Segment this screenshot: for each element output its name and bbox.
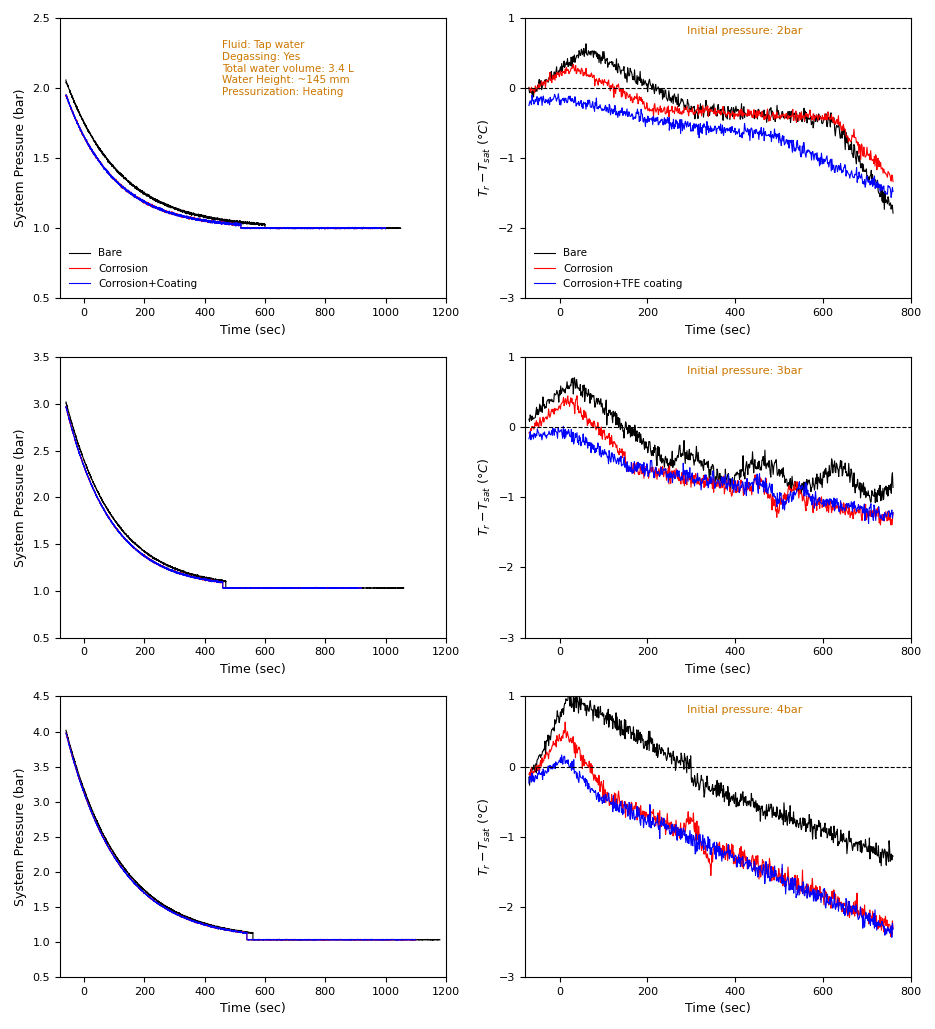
Corrosion+Coating xyxy=(131,191,142,204)
Line: Bare: Bare xyxy=(529,44,893,213)
Corrosion xyxy=(380,221,391,234)
Y-axis label: $T_r-T_{sat}\ (°C)$: $T_r-T_{sat}\ (°C)$ xyxy=(477,797,493,876)
X-axis label: Time (sec): Time (sec) xyxy=(220,1002,286,1016)
Legend: Bare, Corrosion, Corrosion+TFE coating: Bare, Corrosion, Corrosion+TFE coating xyxy=(530,244,686,293)
Bare xyxy=(264,222,275,235)
Y-axis label: System Pressure (bar): System Pressure (bar) xyxy=(14,768,27,906)
Text: Initial pressure: 3bar: Initial pressure: 3bar xyxy=(686,365,802,376)
Bare xyxy=(687,103,698,115)
Corrosion+TFE coating xyxy=(885,191,897,204)
Line: Corrosion: Corrosion xyxy=(66,95,385,229)
Bare xyxy=(152,194,164,207)
Legend: Bare, Corrosion, Corrosion+Coating: Bare, Corrosion, Corrosion+Coating xyxy=(65,244,202,293)
Corrosion+TFE coating xyxy=(887,185,899,198)
Corrosion+TFE coating xyxy=(689,117,700,130)
Corrosion xyxy=(76,126,87,138)
Text: Initial pressure: 4bar: Initial pressure: 4bar xyxy=(686,705,802,715)
Bare xyxy=(524,81,535,94)
Bare xyxy=(798,112,809,125)
Corrosion+TFE coating xyxy=(524,100,535,112)
Corrosion+TFE coating xyxy=(553,87,564,100)
Bare xyxy=(264,222,275,235)
X-axis label: Time (sec): Time (sec) xyxy=(684,1002,751,1016)
Y-axis label: System Pressure (bar): System Pressure (bar) xyxy=(14,88,27,227)
Corrosion+Coating xyxy=(66,106,78,118)
Corrosion xyxy=(588,69,599,81)
Corrosion+TFE coating xyxy=(589,105,600,117)
Text: Initial pressure: 2bar: Initial pressure: 2bar xyxy=(686,27,802,36)
Bare xyxy=(887,207,899,219)
Bare xyxy=(766,110,777,122)
Line: Bare: Bare xyxy=(66,80,401,228)
Y-axis label: $T_r-T_{sat}\ (°C)$: $T_r-T_{sat}\ (°C)$ xyxy=(477,119,493,198)
Bare xyxy=(737,113,748,126)
Corrosion+TFE coating xyxy=(765,126,776,138)
Corrosion xyxy=(686,106,698,118)
Corrosion+TFE coating xyxy=(797,140,808,152)
Corrosion xyxy=(66,105,78,117)
Corrosion+TFE coating xyxy=(618,105,629,117)
Corrosion xyxy=(524,81,535,94)
X-axis label: Time (sec): Time (sec) xyxy=(684,663,751,676)
Bare xyxy=(61,74,72,86)
Corrosion+Coating xyxy=(247,221,258,234)
Bare xyxy=(273,222,284,235)
Corrosion xyxy=(330,223,341,236)
Bare xyxy=(614,65,626,77)
X-axis label: Time (sec): Time (sec) xyxy=(220,663,286,676)
Bare xyxy=(396,222,407,235)
Corrosion+TFE coating xyxy=(738,128,749,140)
Corrosion xyxy=(568,59,579,71)
Bare xyxy=(584,45,596,58)
X-axis label: Time (sec): Time (sec) xyxy=(220,323,286,336)
Bare xyxy=(581,38,592,50)
Corrosion+Coating xyxy=(61,90,72,102)
Corrosion xyxy=(131,191,142,204)
Line: Corrosion+Coating: Corrosion+Coating xyxy=(66,95,385,229)
Corrosion xyxy=(797,111,808,123)
Corrosion xyxy=(766,109,777,121)
Bare xyxy=(287,222,298,235)
Corrosion xyxy=(159,205,170,217)
Bare xyxy=(244,216,255,228)
Y-axis label: System Pressure (bar): System Pressure (bar) xyxy=(14,428,27,567)
Bare xyxy=(319,221,330,234)
Corrosion xyxy=(887,175,899,187)
Line: Corrosion+TFE coating: Corrosion+TFE coating xyxy=(529,94,893,198)
Corrosion+Coating xyxy=(76,125,87,137)
Y-axis label: $T_r-T_{sat}\ (°C)$: $T_r-T_{sat}\ (°C)$ xyxy=(477,458,493,536)
Corrosion+Coating xyxy=(203,215,214,227)
Corrosion xyxy=(616,82,627,95)
Corrosion xyxy=(61,88,72,101)
Corrosion xyxy=(737,105,748,117)
Corrosion+Coating xyxy=(380,222,391,235)
Line: Corrosion: Corrosion xyxy=(529,65,893,181)
Corrosion+Coating xyxy=(308,223,319,236)
Corrosion+Coating xyxy=(159,206,170,218)
X-axis label: Time (sec): Time (sec) xyxy=(684,323,751,336)
Corrosion xyxy=(247,221,258,234)
Corrosion+Coating xyxy=(61,88,72,101)
Corrosion xyxy=(203,215,214,227)
Text: Fluid: Tap water
Degassing: Yes
Total water volume: 3.4 L
Water Height: ~145 mm
: Fluid: Tap water Degassing: Yes Total wa… xyxy=(222,40,353,97)
